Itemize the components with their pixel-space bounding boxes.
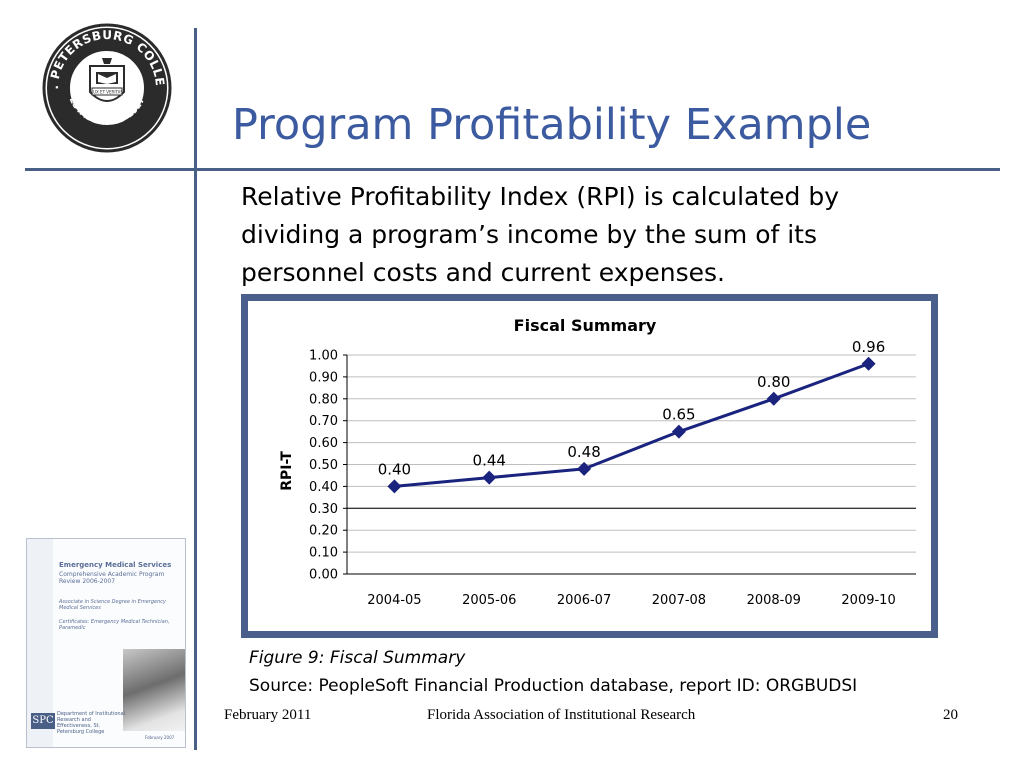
data-labels: 0.40 0.44 0.48 0.65 0.80 0.96: [378, 338, 886, 479]
y-tick-label: 0.20: [309, 524, 338, 539]
cover-title: Emergency Medical Services: [59, 561, 172, 569]
vertical-divider: [194, 28, 197, 750]
data-label: 0.65: [662, 406, 695, 424]
footer-date: February 2011: [224, 707, 312, 723]
footer-organization: Florida Association of Institutional Res…: [427, 707, 696, 723]
axes: 0.00 0.10 0.20 0.30 0.40 0.50 0.60 0.70 0.80 0.90…: [309, 349, 916, 608]
body-text: Relative Profitability Index (RPI) is ca…: [241, 182, 840, 287]
cover-certificates: Certificates: Emergency Medical Technici…: [59, 619, 170, 631]
data-point-marker: [482, 470, 497, 485]
cover-spc-logo: SPC: [31, 713, 55, 729]
y-axis-label: RPI-T: [279, 451, 295, 491]
x-tick-label: 2006-07: [557, 593, 611, 608]
data-point-marker: [671, 424, 686, 439]
x-tick-label: 2005-06: [462, 593, 516, 608]
fiscal-summary-chart: Fiscal Summary RPI-T 0.00 0.10 0.20 0.30 0.4…: [279, 316, 916, 608]
data-point-marker: [861, 356, 876, 371]
series-line: [387, 356, 876, 494]
chart-title: Fiscal Summary: [514, 316, 657, 335]
y-tick-label: 0.80: [309, 392, 338, 407]
figure-caption: Figure 9: Fiscal Summary: [249, 648, 466, 668]
data-point-marker: [577, 461, 592, 476]
data-point-marker: [766, 391, 781, 406]
rpi-series-line: [394, 362, 870, 488]
x-tick-label: 2004-05: [367, 593, 421, 608]
college-seal-logo: ST. PETERSBURG COLLEGE ESTABLISHED 1927 …: [27, 11, 182, 154]
y-tick-label: 0.70: [309, 414, 338, 429]
y-tick-label: 0.10: [309, 546, 338, 561]
footer-page-number: 20: [943, 707, 958, 723]
y-tick-label: 0.90: [309, 370, 338, 385]
y-tick-label: 0.00: [309, 568, 338, 583]
x-tick-label: 2008-09: [747, 593, 801, 608]
cover-date: February 2007: [145, 735, 175, 740]
data-label: 0.44: [473, 452, 506, 470]
cover-side-band: [27, 539, 53, 747]
graduate-photo: [123, 649, 185, 731]
x-tick-label: 2009-10: [841, 593, 895, 608]
chart-frame: Fiscal Summary RPI-T 0.00 0.10 0.20 0.30 0.4…: [241, 294, 938, 638]
data-label: 0.96: [852, 338, 885, 356]
source-note: Source: PeopleSoft Financial Production …: [249, 676, 858, 696]
report-cover-thumbnail: Emergency Medical Services Comprehensive…: [26, 538, 186, 748]
cover-degree: Associate in Science Degree in Emergency…: [59, 599, 166, 611]
data-label: 0.80: [757, 373, 790, 391]
data-label: 0.40: [378, 460, 411, 478]
y-tick-label: 0.30: [309, 502, 338, 517]
data-label: 0.48: [567, 443, 600, 461]
y-tick-label: 1.00: [309, 349, 338, 364]
y-tick-label: 0.50: [309, 458, 338, 473]
data-point-marker: [387, 479, 402, 494]
slide-title: Program Profitability Example: [232, 100, 872, 150]
cover-department: Department of Institutional Research and…: [57, 711, 126, 735]
seal-ribbon-text: LUX ET VERITAS: [91, 90, 123, 95]
x-tick-label: 2007-08: [652, 593, 706, 608]
horizontal-divider: [25, 168, 1000, 171]
y-tick-label: 0.60: [309, 436, 338, 451]
cover-subtitle: Comprehensive Academic Program Review 20…: [59, 571, 165, 585]
y-tick-label: 0.40: [309, 480, 338, 495]
gridlines: [347, 354, 916, 553]
